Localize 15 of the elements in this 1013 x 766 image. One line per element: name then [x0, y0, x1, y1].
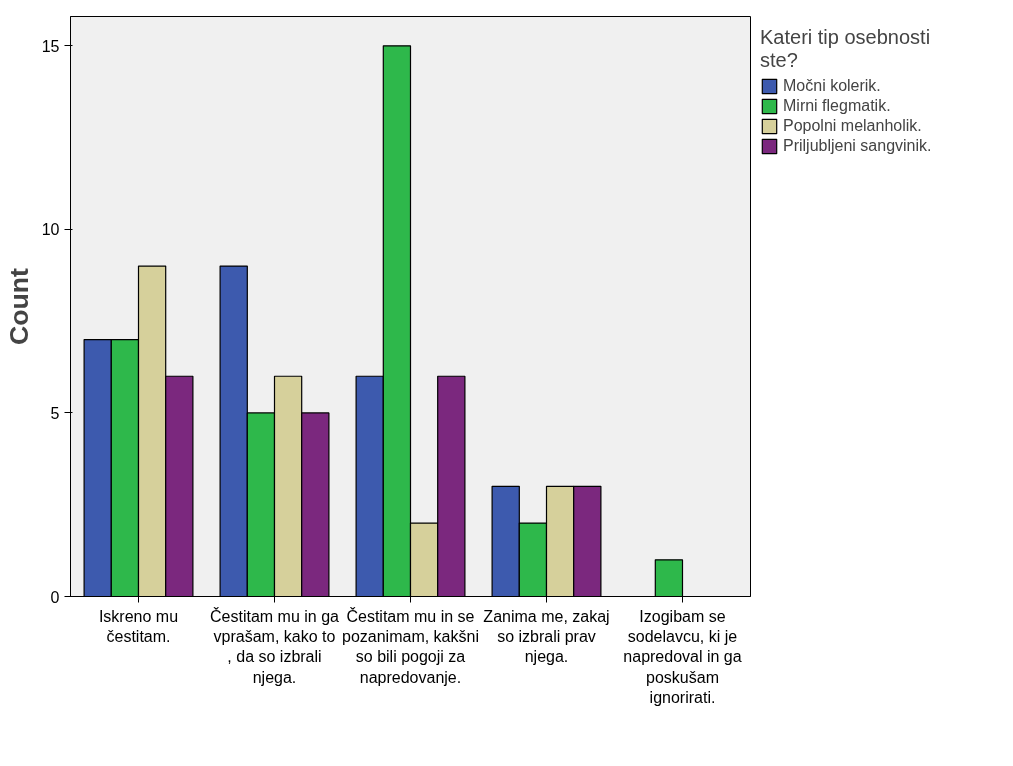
- x-tick-label: Zanima me, zakaj so izbrali prav njega.: [483, 607, 610, 666]
- x-tick-label: Iskreno mu čestitam.: [98, 607, 179, 645]
- y-axis-title: Count: [3, 267, 34, 345]
- legend-label: Mirni flegmatik.: [783, 97, 891, 115]
- y-tick-label: 0: [50, 588, 60, 606]
- y-tick-label: 15: [41, 37, 60, 55]
- legend-label: Popolni melanholik.: [783, 117, 922, 135]
- legend-label: Priljubljeni sangvinik.: [783, 137, 932, 155]
- legend-label: Močni kolerik.: [783, 77, 881, 95]
- y-tick-label: 10: [41, 221, 60, 239]
- legend-title: Kateri tip osebnosti ste?: [760, 26, 932, 72]
- y-tick-label: 5: [50, 404, 60, 422]
- x-tick-label: Čestitam mu in se pozanimam, kakšni so bili pogoji za napredovanje.: [342, 606, 479, 686]
- x-tick-label: Čestitam mu in ga vprašam, kako to , da so izbrali njega.: [210, 606, 340, 686]
- x-tick-label: Izogibam se sodelavcu, ki je napredoval in ga poskušam ignorirati.: [623, 607, 742, 707]
